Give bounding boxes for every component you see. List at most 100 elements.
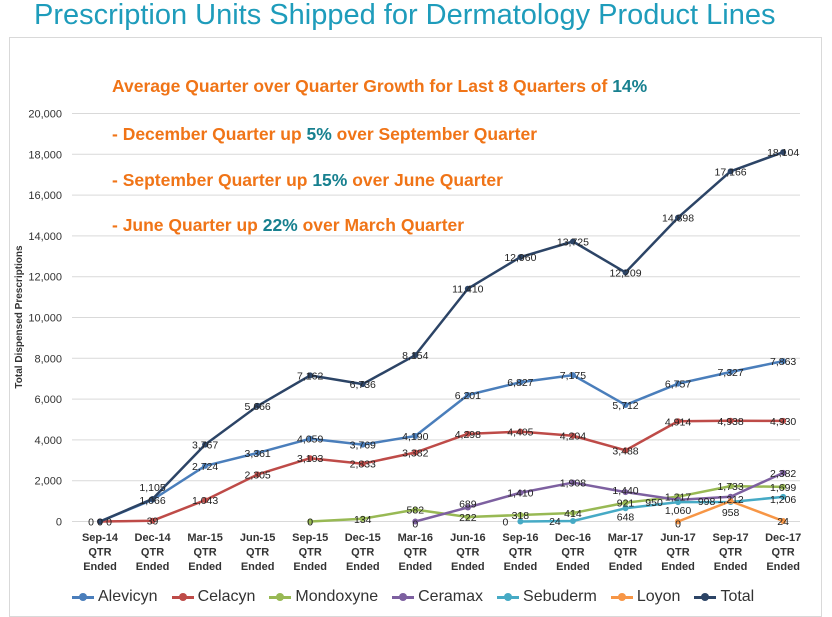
data-label: 1,212 — [717, 494, 743, 506]
data-point-sebuderm — [622, 505, 629, 512]
data-label: 4,930 — [770, 416, 796, 428]
y-tick-label: 4,000 — [34, 435, 62, 447]
data-label: 8,154 — [402, 350, 428, 362]
data-point-mondoxyne — [569, 510, 576, 517]
x-tick-label: QTR — [88, 547, 111, 559]
x-tick-label: Jun-15 — [240, 532, 275, 544]
data-label: 1,043 — [192, 495, 218, 507]
legend-marker-icon — [269, 593, 292, 601]
data-point-celacyn — [622, 447, 629, 454]
data-label: 24 — [777, 516, 789, 528]
data-point-alevicyn — [675, 380, 682, 387]
data-label: 6,827 — [507, 377, 533, 389]
data-label: 582 — [407, 505, 425, 517]
x-tick-label: Ended — [451, 561, 485, 573]
data-point-mondoxyne — [727, 483, 734, 490]
data-point-celacyn — [464, 430, 471, 437]
x-tick-label: Ended — [398, 561, 432, 573]
data-point-alevicyn — [359, 441, 366, 448]
data-label: 3,361 — [245, 448, 271, 460]
data-label: 689 — [459, 498, 477, 510]
annotation-0: Average Quarter over Quarter Growth for … — [112, 76, 647, 97]
annotation-text: over March Quarter — [297, 215, 465, 235]
x-tick-label: QTR — [299, 547, 322, 559]
data-point-ceramax — [622, 489, 629, 496]
y-tick-label: 0 — [56, 517, 62, 529]
legend-item-total: Total — [694, 588, 754, 606]
data-point-celacyn — [359, 460, 366, 467]
data-label: 7,175 — [560, 370, 586, 382]
data-label: 4,405 — [507, 427, 533, 439]
data-label: 3,769 — [350, 440, 376, 452]
data-label: 998 — [698, 496, 716, 508]
legend-item-alevicyn: Alevicyn — [72, 588, 158, 606]
data-label: 0 — [502, 517, 508, 529]
data-point-ceramax — [780, 469, 787, 476]
series-line-total — [99, 151, 784, 523]
data-label: 950 — [645, 497, 663, 509]
x-tick-label: Ended — [609, 561, 643, 573]
data-point-total — [359, 381, 366, 388]
data-label: 7,327 — [717, 367, 743, 379]
data-label: 0 — [88, 517, 94, 529]
x-tick-label: QTR — [193, 547, 216, 559]
data-label: 0 — [106, 517, 112, 529]
x-tick-label: Ended — [556, 561, 590, 573]
data-label: 3,767 — [192, 440, 218, 452]
legend-marker-icon — [72, 593, 94, 601]
data-label: 5,712 — [612, 400, 638, 412]
annotation-text: - June Quarter up — [112, 215, 263, 235]
data-point-alevicyn — [727, 369, 734, 376]
data-point-total — [675, 214, 682, 221]
data-point-loyon — [675, 518, 682, 525]
x-tick-label: Ended — [346, 561, 380, 573]
data-label: 1,699 — [770, 482, 796, 494]
legend-label: Loyon — [636, 588, 681, 605]
annotation-1: - December Quarter up 5% over September … — [112, 124, 537, 145]
legend-marker-icon — [392, 593, 415, 601]
x-tick-label: Dec-14 — [135, 532, 172, 544]
x-tick-label: Ended — [766, 561, 800, 573]
data-point-sebuderm — [780, 493, 787, 500]
data-point-celacyn — [569, 432, 576, 439]
data-label: 6,201 — [455, 390, 481, 402]
data-label: 1,440 — [612, 485, 638, 497]
data-label: 3,103 — [297, 453, 323, 465]
x-tick-label: Jun-16 — [450, 532, 485, 544]
data-label: 134 — [354, 514, 372, 526]
data-point-celacyn — [412, 449, 419, 456]
data-point-ceramax — [727, 493, 734, 500]
data-label: 414 — [564, 508, 582, 520]
legend-marker-icon — [497, 593, 520, 601]
x-tick-label: Jun-17 — [660, 532, 695, 544]
series-line-mondoxyne — [310, 484, 784, 523]
data-label: 0 — [307, 517, 313, 529]
x-tick-label: QTR — [246, 547, 269, 559]
data-point-mondoxyne — [517, 512, 524, 519]
x-tick-label: QTR — [561, 547, 584, 559]
data-label: 1,105 — [139, 482, 165, 494]
data-label: 2,833 — [350, 459, 376, 471]
y-tick-label: 8,000 — [34, 353, 62, 365]
data-point-ceramax — [569, 479, 576, 486]
data-label: 12,209 — [609, 267, 641, 279]
data-point-alevicyn — [517, 379, 524, 386]
series-line-sebuderm — [520, 495, 784, 523]
x-tick-label: Sep-17 — [713, 532, 749, 544]
x-tick-label: QTR — [404, 547, 427, 559]
y-tick-label: 16,000 — [28, 190, 62, 202]
data-label: 1,733 — [717, 481, 743, 493]
data-point-celacyn — [780, 417, 787, 424]
data-point-mondoxyne — [412, 506, 419, 513]
legend-item-celacyn: Celacyn — [171, 588, 255, 606]
annotation-value: 14% — [612, 76, 648, 96]
annotation-text: - December Quarter up — [112, 124, 307, 144]
data-label: 6,757 — [665, 379, 691, 391]
x-tick-label: Mar-17 — [608, 532, 643, 544]
data-point-celacyn — [675, 418, 682, 425]
data-label: 3,382 — [402, 448, 428, 460]
x-tick-label: Ended — [293, 561, 327, 573]
data-label: 4,914 — [665, 416, 691, 428]
data-point-mondoxyne — [359, 515, 366, 522]
